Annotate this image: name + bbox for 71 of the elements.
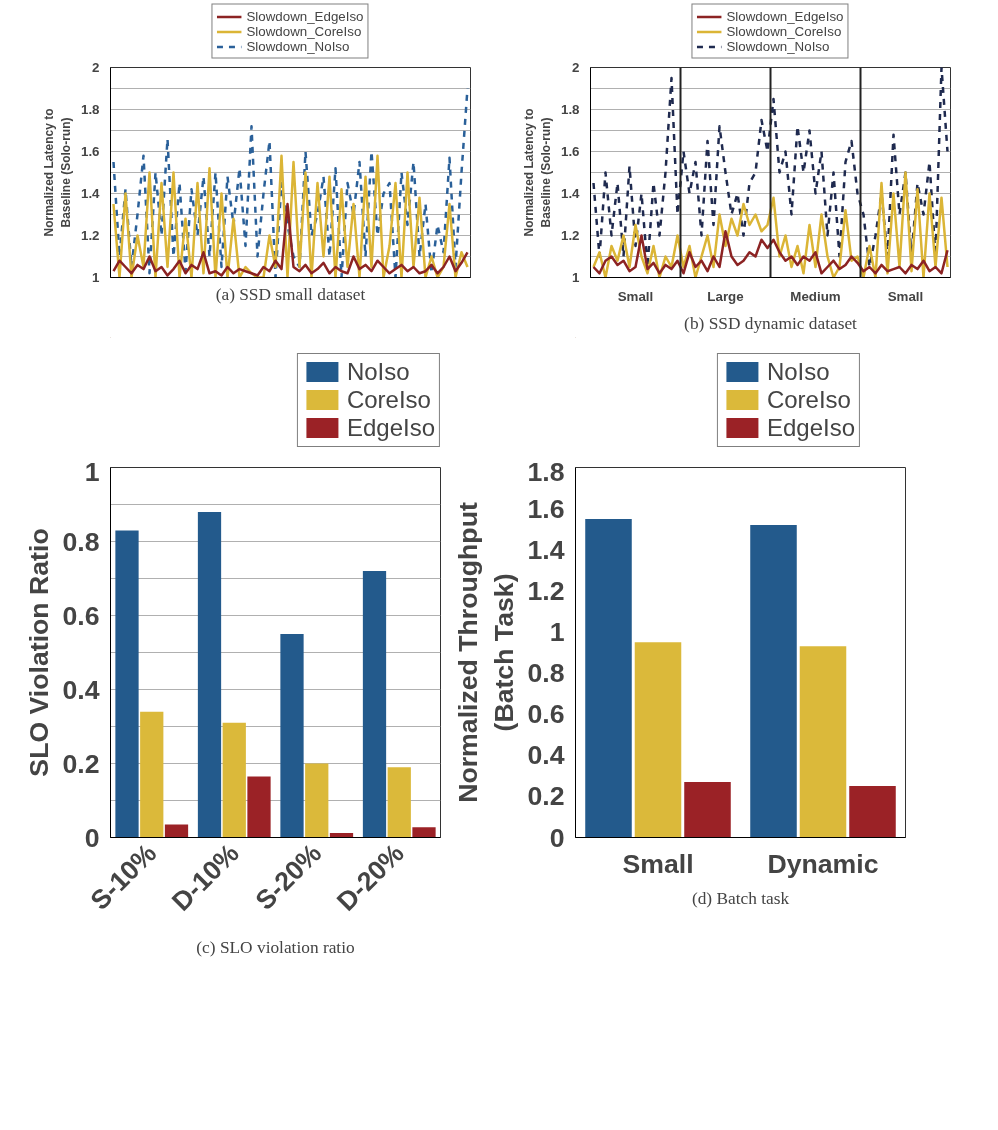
text: (a) SSD small dataset [215,284,366,304]
legend-label: CoreIso [766,385,851,414]
legend-label: Slowdown_NoIso [726,38,830,54]
bar [197,511,222,838]
bar [115,530,139,838]
y-axis-title: Normalized Latency to Baseline (Solo-run) [522,108,553,237]
y-tick-label: 1 [549,616,565,647]
legend-label: Slowdown_CoreIso [726,23,842,39]
bar [362,571,387,838]
y-tick-label: 0.6 [527,699,565,730]
bar [280,634,304,838]
x-tick-label: Dynamic [767,848,879,879]
y-tick-label: 1.8 [560,102,580,117]
y-tick-label: 1.2 [560,228,580,243]
y-tick-label: 1.6 [560,144,580,159]
y-tick-label: 1 [84,456,100,487]
y-tick-label: 1.4 [527,534,565,565]
bar [799,646,847,838]
bar [387,767,411,838]
x-tick-label: Small [622,848,694,879]
y-tick-label: 0.8 [62,526,100,557]
bar [247,776,271,838]
y-axis-title: SLO Violation Ratio [24,528,55,777]
text: Small [887,288,924,304]
text: (c) SLO violation ratio [196,937,355,957]
y-tick-label: 0.4 [62,674,100,705]
y-tick-label: 0.6 [62,600,100,631]
text: Large [707,288,744,304]
bar [634,642,682,838]
text: Small [617,288,654,304]
y-tick-label: 2 [572,60,580,75]
legend-label: Slowdown_CoreIso [246,23,362,39]
bar [585,518,632,838]
y-tick-label: 0.2 [527,781,565,812]
bar [140,711,164,838]
bar [305,763,329,838]
y-tick-label: 1.2 [527,575,565,606]
text: Medium [790,288,841,304]
y-tick-label: 0.2 [62,748,100,779]
y-tick-label: 0.8 [527,658,565,689]
y-tick-label: 0 [549,822,565,853]
legend-label: CoreIso [346,385,431,414]
legend-label: Slowdown_EdgeIso [246,8,364,24]
y-tick-label: 1.6 [80,144,100,159]
legend-label: Slowdown_NoIso [246,38,350,54]
y-tick-label: 1.8 [527,456,565,487]
y-tick-label: 1 [572,270,581,285]
text: (d) Batch task [691,888,790,908]
text: (b) SSD dynamic dataset [684,313,858,333]
legend-label: EdgeIso [346,413,435,442]
bar [222,722,246,838]
y-tick-label: 1.4 [560,186,581,201]
y-tick-label: 1.8 [80,102,100,117]
legend-label: NoIso [346,357,410,386]
bar [684,782,731,838]
y-tick-label: 2 [92,60,100,75]
y-tick-label: 1.4 [80,186,101,201]
bar [412,827,436,838]
legend-label: NoIso [766,357,830,386]
bar [750,525,797,838]
bar [164,824,189,838]
bar [849,786,896,838]
y-tick-label: 1.2 [80,228,100,243]
y-tick-label: 1.6 [527,493,565,524]
legend-label: EdgeIso [766,413,855,442]
y-tick-label: 0 [84,822,100,853]
legend-label: Slowdown_EdgeIso [726,8,844,24]
y-axis-title: Normalized Throughput (Batch Task) [453,502,520,803]
y-axis-title: Normalized Latency to Baseline (Solo-run) [42,108,73,237]
y-tick-label: 0.4 [527,740,565,771]
y-tick-label: 1 [92,270,101,285]
